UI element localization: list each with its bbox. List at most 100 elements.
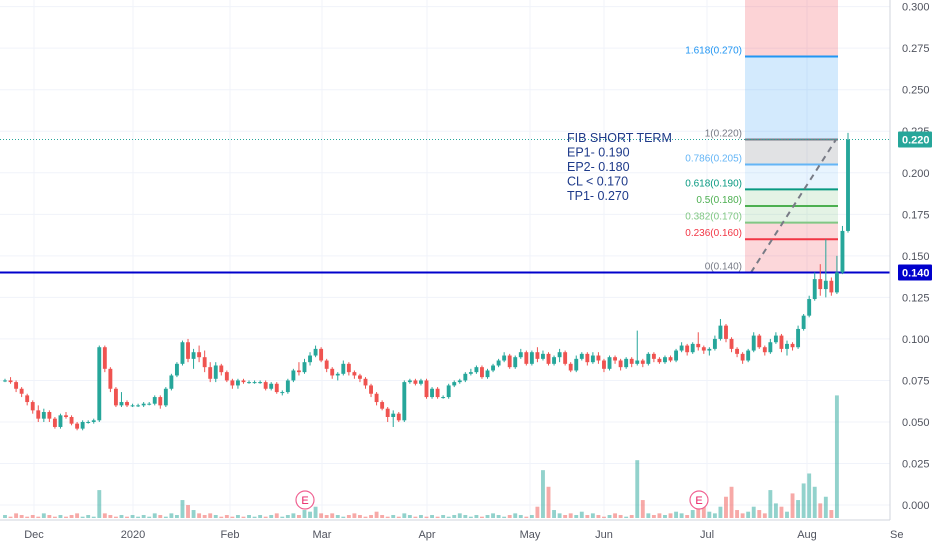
candle <box>502 352 507 363</box>
volume-bar <box>191 510 196 518</box>
horizontal-lines[interactable] <box>0 139 890 274</box>
grid <box>0 0 890 520</box>
volume-bar <box>746 511 751 518</box>
candle <box>302 358 307 374</box>
candle <box>590 352 595 364</box>
volume-bar <box>618 515 623 518</box>
candle <box>385 407 390 422</box>
candle <box>97 345 102 422</box>
volume-bar <box>230 516 235 518</box>
volume-bar <box>779 506 784 518</box>
candle <box>108 367 113 393</box>
candle <box>41 408 46 422</box>
candle <box>308 352 312 366</box>
candle <box>529 350 534 366</box>
candle <box>541 350 545 361</box>
earnings-event-marker[interactable]: E <box>295 490 315 510</box>
volume-bar <box>685 515 690 518</box>
volume-bar <box>785 511 789 518</box>
volume-bar <box>812 486 817 518</box>
candle <box>219 363 224 376</box>
volume-bar <box>152 513 157 518</box>
volume-bar <box>557 513 562 518</box>
volume-bar <box>724 496 728 518</box>
candle <box>679 342 684 353</box>
candle <box>518 348 523 359</box>
candle <box>380 400 385 411</box>
volume-bar <box>136 516 141 518</box>
candles <box>3 132 850 431</box>
candle <box>346 362 351 376</box>
volume-bar <box>108 515 113 518</box>
candle <box>125 400 129 408</box>
candle <box>840 225 845 275</box>
y-tick-label: 0.300 <box>902 2 930 14</box>
volume-bar <box>202 515 207 518</box>
volume-bar <box>252 516 257 518</box>
candle <box>158 395 163 409</box>
candle <box>535 347 540 363</box>
volume-bar <box>613 513 618 518</box>
x-tick-label: Dec <box>24 529 44 541</box>
candle <box>86 420 91 424</box>
volume-bar <box>174 515 179 518</box>
earnings-event-marker[interactable]: E <box>689 490 709 510</box>
axes: 0.3000.2750.2500.2250.2000.1750.1500.125… <box>0 0 932 541</box>
candle <box>585 352 590 366</box>
volume-bar <box>274 513 279 518</box>
candle <box>363 377 368 389</box>
volume-bar <box>712 513 717 518</box>
volume-bar <box>30 515 35 518</box>
candle <box>524 350 529 366</box>
volume-bar <box>579 511 584 518</box>
volume-bar <box>97 490 102 518</box>
candle <box>374 392 379 406</box>
candle <box>285 378 290 394</box>
candle <box>8 377 13 384</box>
candle <box>14 380 19 393</box>
fib-trend-line[interactable] <box>750 139 837 273</box>
candle <box>485 368 490 379</box>
candle <box>224 370 229 383</box>
candle <box>163 387 168 408</box>
candle <box>773 332 778 344</box>
candle <box>263 380 268 391</box>
candle <box>197 345 202 363</box>
fib-zone <box>745 164 838 190</box>
candle <box>829 277 834 296</box>
volume-bar <box>491 513 495 518</box>
volume-bar <box>180 500 185 518</box>
fib-level-label: 0(0.140) <box>705 261 742 272</box>
volume-bar <box>36 516 41 518</box>
volume-bar <box>346 515 351 518</box>
candle <box>358 373 362 383</box>
candle <box>252 380 257 384</box>
volume-bar <box>91 516 96 518</box>
candle <box>746 348 751 363</box>
volume-bar <box>651 515 656 518</box>
volume-bar <box>369 515 373 518</box>
volume-bar <box>535 506 540 518</box>
volume-bar <box>358 515 362 518</box>
candle <box>208 362 213 383</box>
volume-bar <box>41 513 46 518</box>
x-tick-label: Se <box>890 529 903 541</box>
candle <box>407 378 412 384</box>
candle <box>269 382 274 391</box>
volume-bar <box>213 515 218 518</box>
candle <box>274 382 279 394</box>
fibonacci-retracement[interactable]: 1.618(0.270) 1(0.220) 0.786(0.205) 0.618(0.… <box>685 0 838 274</box>
candle <box>30 400 35 414</box>
volume-bar <box>829 510 834 518</box>
candle <box>291 368 296 383</box>
candle <box>735 347 740 358</box>
candle <box>402 380 407 422</box>
candle <box>202 350 207 373</box>
volume-bar <box>197 513 202 518</box>
candle <box>796 325 801 349</box>
volume-bar <box>69 515 74 518</box>
candle <box>130 403 135 408</box>
